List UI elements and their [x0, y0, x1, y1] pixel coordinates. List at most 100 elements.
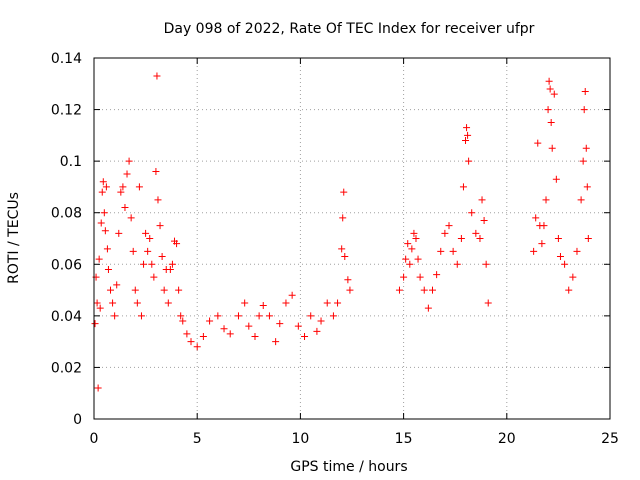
grid-lines: [94, 58, 610, 419]
data-point: [177, 312, 185, 320]
data-point: [468, 209, 476, 217]
data-point: [546, 85, 554, 93]
y-tick-labels: 0 0.02 0.04 0.06 0.08 0.1 0.12 0.14: [51, 51, 82, 428]
data-point: [400, 273, 408, 281]
data-point: [100, 209, 108, 217]
y-tick-label: 0.14: [51, 51, 82, 67]
data-point: [323, 299, 331, 307]
data-point: [97, 219, 105, 227]
data-point: [121, 204, 129, 212]
data-point: [168, 260, 176, 268]
data-point: [99, 178, 107, 186]
data-point: [548, 144, 556, 152]
plot-frame: [93, 57, 611, 420]
y-axis-label: ROTI / TECUs: [6, 192, 22, 284]
x-tick-label: 20: [498, 431, 516, 447]
data-point: [547, 118, 555, 126]
data-point: [544, 106, 552, 114]
data-point: [573, 247, 581, 255]
data-point: [542, 196, 550, 204]
data-point: [109, 299, 117, 307]
data-point: [410, 229, 418, 237]
data-point: [148, 260, 156, 268]
data-point: [459, 183, 467, 191]
data-point: [282, 299, 290, 307]
data-point: [117, 188, 125, 196]
data-point: [579, 157, 587, 165]
data-point: [158, 253, 166, 261]
data-point: [183, 330, 191, 338]
data-point: [441, 229, 449, 237]
data-point: [341, 253, 349, 261]
data-point: [532, 214, 540, 222]
data-point: [552, 175, 560, 183]
data-point: [313, 327, 321, 335]
data-point: [220, 325, 228, 333]
data-point: [457, 235, 465, 242]
data-point: [424, 304, 432, 312]
data-point: [102, 183, 110, 191]
data-point: [406, 260, 414, 268]
data-point: [206, 317, 214, 325]
data-point: [301, 332, 309, 340]
data-point: [146, 235, 154, 242]
data-point: [294, 322, 302, 330]
data-point: [583, 183, 591, 191]
data-point: [115, 229, 123, 237]
y-tick-label: 0.1: [60, 154, 82, 170]
data-point: [127, 214, 135, 222]
plot-area: [94, 58, 610, 419]
data-point: [103, 245, 111, 253]
data-point: [142, 229, 150, 237]
data-point: [251, 332, 259, 340]
data-point: [307, 312, 315, 320]
data-point: [550, 90, 558, 98]
x-axis-label: GPS time / hours: [290, 459, 407, 475]
data-point: [164, 299, 172, 307]
data-point: [453, 260, 461, 268]
data-point: [272, 338, 280, 346]
data-point: [150, 273, 158, 281]
data-point: [412, 235, 420, 242]
y-tick-label: 0: [73, 412, 82, 428]
data-point: [344, 276, 352, 284]
x-tick-label: 5: [193, 431, 202, 447]
data-point: [111, 312, 119, 320]
data-point: [340, 188, 348, 196]
data-point: [414, 255, 422, 263]
data-point: [534, 139, 542, 147]
data-point: [561, 260, 569, 268]
data-point: [276, 320, 284, 328]
data-point: [140, 260, 148, 268]
data-point: [175, 286, 183, 294]
data-point: [156, 222, 164, 230]
y-tick-label: 0.06: [51, 257, 82, 273]
data-point: [476, 235, 484, 242]
data-point: [569, 273, 577, 281]
data-point: [565, 286, 573, 294]
data-point: [119, 183, 127, 191]
data-point: [317, 317, 325, 325]
x-tick-label: 0: [90, 431, 99, 447]
data-point: [234, 312, 242, 320]
data-point: [416, 273, 424, 281]
data-point: [125, 157, 133, 165]
data-point: [540, 222, 548, 230]
data-point: [265, 312, 273, 320]
data-point: [226, 330, 234, 338]
data-point: [199, 332, 207, 340]
data-point: [480, 216, 488, 224]
data-point: [577, 196, 585, 204]
data-point: [530, 247, 538, 255]
data-point: [584, 235, 592, 242]
data-point: [129, 247, 137, 255]
data-point: [334, 299, 342, 307]
data-point: [259, 302, 267, 310]
data-point: [107, 286, 115, 294]
data-point: [98, 188, 106, 196]
data-point: [95, 255, 103, 263]
data-point: [463, 124, 471, 132]
data-point: [580, 106, 588, 114]
y-tick-label: 0.12: [51, 103, 82, 119]
